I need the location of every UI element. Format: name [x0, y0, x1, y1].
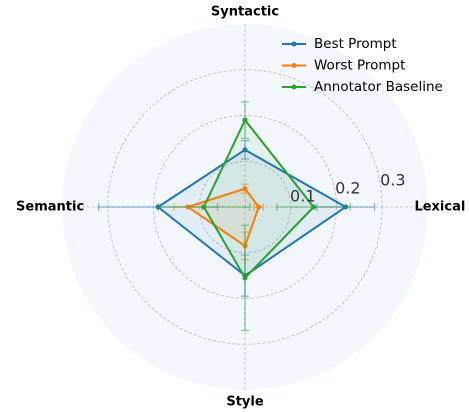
- r-tick-label: 0.3: [380, 171, 405, 190]
- category-label: Lexical: [414, 200, 465, 215]
- legend-label: Worst Prompt: [314, 58, 405, 74]
- category-label: Semantic: [16, 200, 84, 215]
- category-label: Style: [226, 394, 264, 409]
- data-point: [256, 204, 262, 210]
- legend-marker: [291, 84, 297, 90]
- legend-label: Annotator Baseline: [314, 79, 443, 95]
- data-point: [311, 204, 317, 210]
- r-tick-label: 0.1: [290, 187, 315, 206]
- legend-marker: [291, 41, 297, 47]
- data-point: [242, 117, 248, 123]
- r-tick-label: 0.2: [335, 179, 360, 198]
- series-area: [203, 120, 314, 278]
- legend-marker: [291, 63, 297, 68]
- data-point: [201, 204, 207, 210]
- legend-label: Best Prompt: [314, 36, 397, 52]
- data-point: [242, 186, 248, 192]
- data-point: [242, 275, 248, 281]
- data-point: [242, 147, 248, 153]
- category-label: Syntactic: [211, 5, 279, 20]
